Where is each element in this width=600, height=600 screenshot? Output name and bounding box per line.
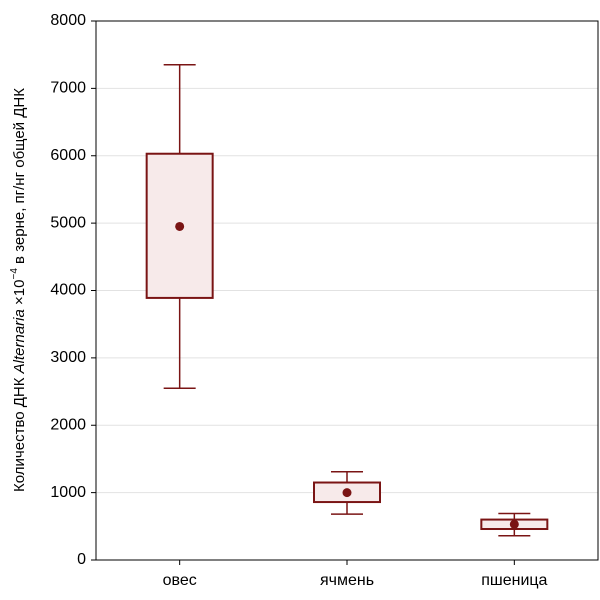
mean-point xyxy=(342,488,352,498)
y-tick-label: 6000 xyxy=(50,147,86,164)
y-label-part: в зерне, пг/нг общей ДНК xyxy=(11,88,28,268)
y-label-part: ×10 xyxy=(11,280,28,310)
mean-point xyxy=(509,519,519,529)
y-tick-label: 8000 xyxy=(50,12,86,29)
y-tick-label: 5000 xyxy=(50,214,86,231)
x-tick-label: овес xyxy=(163,572,197,589)
y-tick-label: 0 xyxy=(77,551,86,568)
y-tick-label: 4000 xyxy=(50,282,86,299)
y-label-part: −4 xyxy=(9,268,20,280)
y-tick-label: 7000 xyxy=(50,80,86,97)
x-tick-label: ячмень xyxy=(320,572,374,589)
y-tick-label: 1000 xyxy=(50,484,86,501)
y-axis-label: Количество ДНК Alternaria ×10−4 в зерне,… xyxy=(9,88,28,492)
y-label-part: Alternaria xyxy=(11,309,28,374)
y-label-part: Количество ДНК xyxy=(11,373,28,492)
y-tick-label: 3000 xyxy=(50,349,86,366)
x-tick-label: пшеница xyxy=(481,572,547,589)
y-tick-label: 2000 xyxy=(50,416,86,433)
mean-point xyxy=(175,221,185,231)
